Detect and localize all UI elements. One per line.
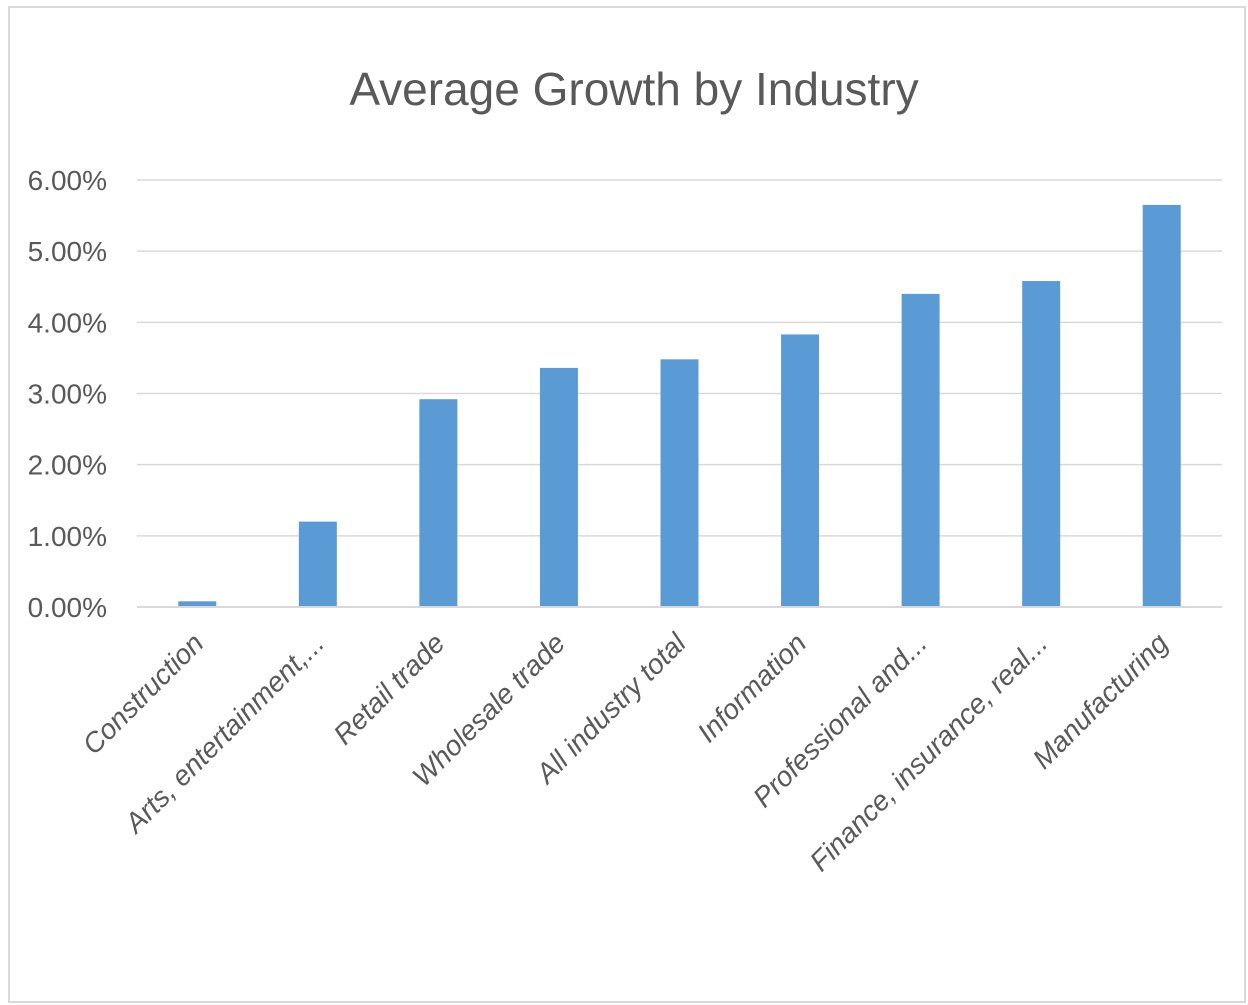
bar — [660, 359, 699, 607]
y-axis-ticks: 0.00% 1.00% 2.00% 3.00% 4.00% 5.00% 6.00% — [28, 165, 107, 623]
x-tick-label: Finance, insurance, real... — [804, 627, 1054, 877]
bar — [419, 399, 458, 607]
bar — [901, 293, 940, 607]
bars — [178, 204, 1181, 608]
y-tick-label: 2.00% — [28, 450, 107, 481]
bar — [1022, 281, 1061, 607]
bar — [1142, 204, 1181, 608]
y-tick-label: 3.00% — [28, 379, 107, 410]
bar — [539, 367, 578, 607]
x-tick-label: Retail trade — [327, 627, 450, 750]
y-tick-label: 1.00% — [28, 521, 107, 552]
bar — [298, 521, 337, 607]
y-tick-label: 4.00% — [28, 307, 107, 338]
bar — [781, 334, 820, 607]
x-tick-label: Construction — [76, 627, 209, 760]
chart-title: Average Growth by Industry — [349, 63, 918, 115]
y-tick-label: 5.00% — [28, 236, 107, 267]
bar — [178, 601, 217, 607]
y-tick-label: 6.00% — [28, 165, 107, 196]
y-tick-label: 0.00% — [28, 592, 107, 623]
x-tick-label: Arts, entertainment,... — [117, 627, 330, 840]
x-tick-label: Information — [691, 627, 812, 748]
